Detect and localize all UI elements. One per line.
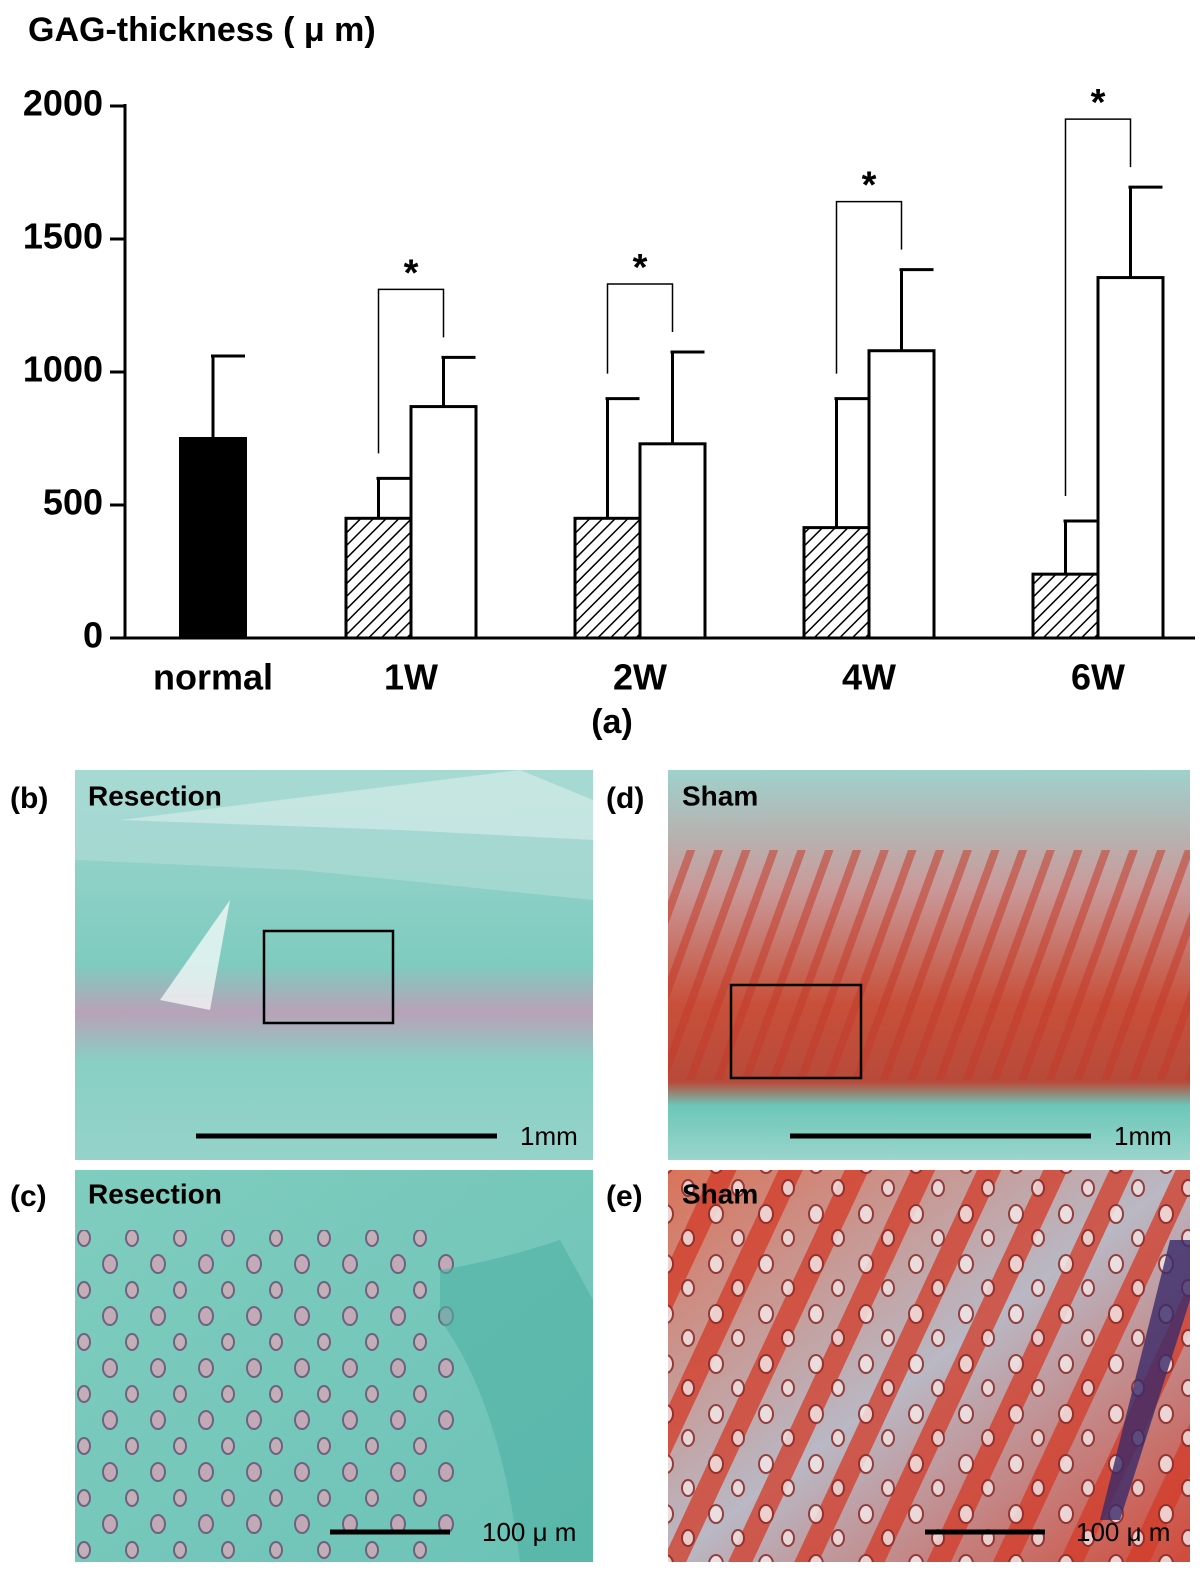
bar xyxy=(1031,572,1100,640)
significance-bracket xyxy=(377,288,445,454)
panel-label: (b) xyxy=(10,782,48,815)
panel-title: Resection xyxy=(88,1178,222,1209)
panel-title: Sham xyxy=(682,780,758,811)
y-tick-label: 500 xyxy=(43,482,103,523)
scale-bar-label: 1mm xyxy=(1114,1121,1172,1151)
panel-label: (d) xyxy=(606,782,644,815)
panel-c-image xyxy=(75,1170,593,1562)
bar xyxy=(409,405,478,640)
y-tick-label: 0 xyxy=(83,615,103,656)
significance-bracket xyxy=(835,200,903,374)
caption: (a) xyxy=(591,703,633,741)
bar xyxy=(179,437,247,640)
bar xyxy=(573,516,642,640)
x-tick-label: 1W xyxy=(384,657,438,698)
significance-bracket xyxy=(1064,118,1132,496)
chart-title: GAG-thickness ( μ m) xyxy=(28,11,376,49)
bar xyxy=(867,349,936,640)
x-tick-label: normal xyxy=(153,657,273,698)
x-tick-label: 6W xyxy=(1071,657,1125,698)
panel-d-image xyxy=(668,770,1190,1160)
significance-bracket xyxy=(606,283,674,374)
significance-label: * xyxy=(862,165,877,207)
panel-label: (c) xyxy=(10,1180,47,1213)
panel-title: Sham xyxy=(682,1178,758,1209)
scale-bar-label: 100 μ m xyxy=(1076,1517,1170,1547)
bar xyxy=(802,526,871,640)
panel-title: Resection xyxy=(88,780,222,811)
x-tick-label: 4W xyxy=(842,657,896,698)
panel-label: (e) xyxy=(606,1180,643,1213)
panel-e-image xyxy=(668,1170,1190,1562)
bar xyxy=(344,516,413,640)
x-tick-label: 2W xyxy=(613,657,667,698)
panel-b-image xyxy=(75,770,593,1160)
y-tick-label: 2000 xyxy=(23,83,103,124)
significance-label: * xyxy=(633,247,648,289)
scale-bar-label: 100 μ m xyxy=(482,1517,576,1547)
significance-label: * xyxy=(1091,82,1106,124)
significance-label: * xyxy=(404,252,419,294)
y-tick-label: 1500 xyxy=(23,216,103,257)
y-tick-label: 1000 xyxy=(23,349,103,390)
bar xyxy=(638,442,707,640)
bar xyxy=(1096,276,1165,640)
scale-bar-label: 1mm xyxy=(520,1121,578,1151)
